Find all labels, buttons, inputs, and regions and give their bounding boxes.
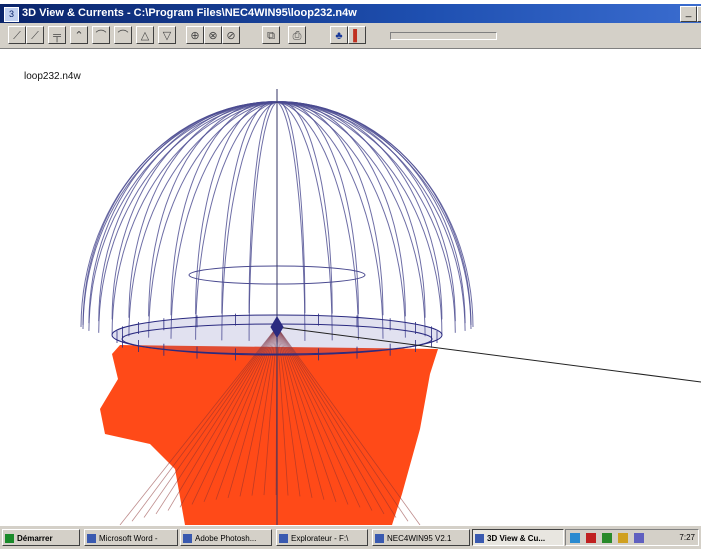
zoom-out-icon[interactable]: ⊘: [222, 26, 240, 44]
radiation-pattern-drawing: [80, 89, 701, 525]
maximize-button[interactable]: ▫: [697, 6, 701, 22]
lower-meridian: [276, 326, 385, 515]
view-tilt-left-icon[interactable]: ⟋: [8, 26, 26, 44]
pattern-meridian: [148, 101, 278, 317]
pattern-meridian: [98, 101, 278, 333]
pattern-meridian: [221, 101, 278, 314]
app-icon: [183, 534, 192, 543]
pattern-meridian: [276, 101, 426, 318]
rotate-left-icon[interactable]: ⌒: [92, 26, 110, 44]
pattern-meridian: [128, 101, 278, 318]
app-icon[interactable]: 3: [4, 7, 19, 22]
lower-meridian: [276, 326, 373, 511]
pattern-meridian: [98, 101, 277, 322]
minimize-button[interactable]: _: [680, 6, 697, 22]
lower-meridian: [276, 326, 337, 503]
pattern-meridian: [276, 101, 426, 337]
lower-meridian: [131, 326, 278, 522]
pattern-meridian: [276, 101, 472, 326]
triangle-left-icon[interactable]: △: [136, 26, 154, 44]
lower-meridian: [215, 326, 278, 500]
pattern-meridian: [276, 101, 306, 314]
lower-meridian: [276, 326, 421, 525]
lower-meridian: [276, 326, 409, 522]
taskbar: Démarrer Microsoft Word - Adobe Photosh..…: [0, 525, 701, 549]
3d-view-canvas[interactable]: loop232.n4w: [0, 49, 701, 525]
pattern-meridian: [276, 101, 466, 331]
pattern-meridian: [276, 101, 443, 335]
zoom-fit-icon[interactable]: ⊕: [186, 26, 204, 44]
tray-icon[interactable]: [586, 533, 596, 543]
print-icon[interactable]: ⎙: [288, 26, 306, 44]
pattern-meridian: [276, 101, 306, 341]
pattern-meridian: [111, 101, 278, 335]
task-explorer[interactable]: Explorateur - F:\: [276, 529, 368, 546]
zoom-slider[interactable]: [390, 32, 497, 40]
lower-meridian: [191, 326, 278, 505]
system-tray: 7:27: [565, 529, 699, 546]
task-3d-view[interactable]: 3D View & Cu...: [472, 529, 564, 546]
pattern-meridian: [111, 101, 278, 320]
tray-icon[interactable]: [634, 533, 644, 543]
tray-icon[interactable]: [602, 533, 612, 543]
toolbar: ⟋ ⟋ ╤ ⌃ ⌒ ⌒ △ ▽ ⊕ ⊗ ⊘ ⧉ ⎙ ♣ ▌: [0, 23, 701, 49]
pattern-meridian: [148, 101, 278, 338]
filename-label: loop232.n4w: [24, 71, 81, 82]
pattern-meridian: [276, 101, 359, 315]
app-icon: [87, 534, 96, 543]
zoom-in-icon[interactable]: ⊗: [204, 26, 222, 44]
start-button[interactable]: Démarrer: [2, 529, 80, 546]
rotate-right-icon[interactable]: ⌒: [114, 26, 132, 44]
copy-icon[interactable]: ⧉: [262, 26, 280, 44]
lower-meridian: [276, 326, 349, 505]
lower-meridian: [143, 326, 278, 518]
pattern-icon[interactable]: ▌: [348, 26, 366, 44]
title-bar: 3 3D View & Currents - C:\Program Files\…: [0, 4, 701, 23]
app-icon: [475, 534, 484, 543]
clock: 7:27: [679, 533, 695, 542]
pattern-meridian: [195, 101, 278, 340]
pattern-meridian: [276, 101, 359, 340]
lower-meridian: [276, 326, 325, 500]
feed-point-marker: [270, 316, 284, 338]
horizontal-axis: [276, 326, 701, 383]
view-level-icon[interactable]: ╤: [48, 26, 66, 44]
pattern-meridian: [276, 101, 406, 338]
pattern-meridian: [276, 101, 384, 339]
lower-meridian: [167, 326, 278, 511]
lower-meridian: [179, 326, 278, 508]
pattern-meridian: [170, 101, 278, 339]
currents-icon[interactable]: ♣: [330, 26, 348, 44]
pattern-meridian: [276, 101, 384, 316]
tray-icon[interactable]: [570, 533, 580, 543]
task-adobe-photoshop[interactable]: Adobe Photosh...: [180, 529, 272, 546]
lower-meridian: [203, 326, 278, 503]
app-icon: [279, 534, 288, 543]
app-icon: [375, 534, 384, 543]
task-nec4win95[interactable]: NEC4WIN95 V2.1: [372, 529, 470, 546]
triangle-right-icon[interactable]: ▽: [158, 26, 176, 44]
lower-meridian: [276, 326, 361, 508]
task-microsoft-word[interactable]: Microsoft Word -: [84, 529, 178, 546]
pattern-meridian: [276, 101, 456, 333]
pattern-meridian: [276, 101, 406, 317]
lower-meridian: [276, 326, 397, 518]
pattern-meridian: [170, 101, 278, 316]
pattern-meridian: [248, 101, 278, 314]
tray-icon[interactable]: [618, 533, 628, 543]
pattern-meridian: [248, 101, 278, 341]
lower-meridian: [155, 326, 278, 515]
view-tilt-right-icon[interactable]: ⟋: [26, 26, 44, 44]
pattern-meridian: [88, 101, 278, 331]
windows-logo-icon: [5, 534, 14, 543]
window-title: 3D View & Currents - C:\Program Files\NE…: [22, 7, 357, 19]
pattern-meridian: [128, 101, 278, 337]
lower-meridian: [119, 326, 278, 525]
pattern-meridian: [276, 101, 333, 314]
view-up-icon[interactable]: ⌃: [70, 26, 88, 44]
pattern-meridian: [195, 101, 278, 315]
